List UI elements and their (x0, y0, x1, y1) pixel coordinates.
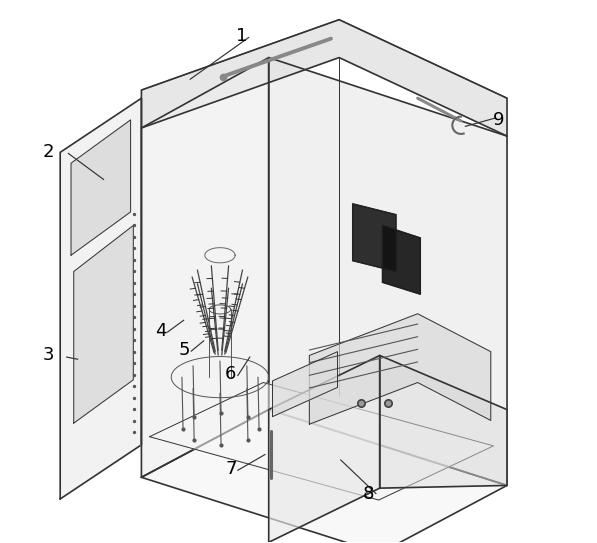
Text: 9: 9 (493, 111, 504, 129)
Polygon shape (309, 314, 491, 424)
Text: 6: 6 (225, 365, 236, 383)
Polygon shape (269, 58, 507, 485)
Polygon shape (272, 352, 337, 416)
Text: 1: 1 (236, 27, 247, 45)
Polygon shape (150, 382, 494, 500)
Polygon shape (269, 356, 380, 542)
Text: 3: 3 (42, 346, 54, 364)
Text: 8: 8 (363, 484, 374, 503)
Text: 7: 7 (225, 460, 236, 478)
Text: 2: 2 (42, 143, 54, 161)
Text: 4: 4 (155, 322, 166, 340)
Polygon shape (74, 225, 133, 423)
Polygon shape (71, 120, 131, 255)
Polygon shape (353, 204, 396, 272)
Polygon shape (141, 409, 507, 543)
Polygon shape (141, 20, 507, 136)
Polygon shape (380, 356, 507, 488)
Polygon shape (60, 98, 141, 499)
Polygon shape (141, 58, 269, 477)
Text: 5: 5 (179, 341, 190, 359)
Polygon shape (383, 225, 420, 294)
